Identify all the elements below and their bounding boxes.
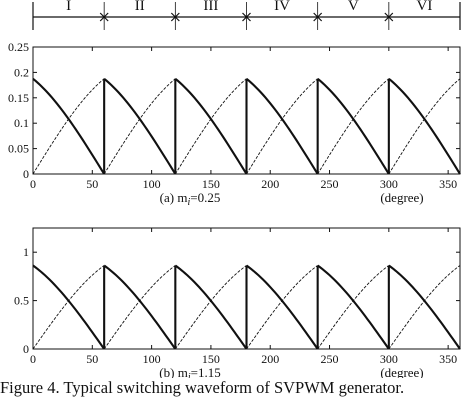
panel-label-subscript: i xyxy=(188,372,191,378)
x-tick-label: 250 xyxy=(321,177,339,191)
series-thin-dashed-segment xyxy=(317,265,390,350)
x-tick-label: 0 xyxy=(30,177,36,191)
sector-label-6: VI xyxy=(417,0,433,14)
series-thick-solid-segment xyxy=(174,264,248,350)
sector-label-1: I xyxy=(66,0,71,14)
x-tick-label: 300 xyxy=(380,177,398,191)
x-tick-label: 150 xyxy=(202,177,220,191)
y-tick-label: 0 xyxy=(23,342,29,356)
sector-label-2: II xyxy=(135,0,145,14)
series-thin-dashed-segment xyxy=(103,78,176,175)
x-tick-label: 350 xyxy=(439,177,457,191)
sector-bar: I II III IV V VI xyxy=(32,0,461,30)
series-thin-dashed-segment xyxy=(174,265,247,350)
x-unit-label: (degree) xyxy=(380,365,423,378)
panel-label: (a) mi=0.25 xyxy=(160,190,221,208)
series-thin-dashed-segment xyxy=(317,78,390,175)
series-thick-solid-segment xyxy=(317,264,390,350)
x-tick-label: 0 xyxy=(30,352,36,366)
series-thick-solid-segment xyxy=(388,77,461,175)
x-tick-label: 200 xyxy=(261,177,279,191)
series-thin-dashed xyxy=(32,265,461,350)
sector-label-4: IV xyxy=(274,0,290,14)
series-thick-solid-segment xyxy=(32,77,106,175)
series-thin-dashed-segment xyxy=(103,265,176,350)
series-thick-solid-segment xyxy=(103,264,177,350)
figure-caption: Figure 4. Typical switching waveform of … xyxy=(0,378,405,397)
y-tick-label: 0.25 xyxy=(8,40,29,54)
series-thin-dashed xyxy=(32,78,461,175)
sector-label-5: V xyxy=(348,0,359,14)
y-tick-label: 0.2 xyxy=(14,65,29,79)
panel-label: (b) mi=1.15 xyxy=(159,365,220,378)
series-thin-dashed-segment xyxy=(388,78,461,175)
panel-b: 0 50 100 150 200 250 300 350 0 0.5 1 (b) mi=1.15 (de… xyxy=(14,227,461,378)
y-tick-label: 0.05 xyxy=(8,142,29,156)
x-tick-label: 150 xyxy=(202,352,220,366)
series-thin-dashed-segment xyxy=(246,78,318,175)
series-thin-dashed-segment xyxy=(32,265,105,350)
sector-label-3: III xyxy=(203,0,218,14)
x-tick-label: 300 xyxy=(380,352,398,366)
panel-label-value: =0.25 xyxy=(190,190,220,205)
x-tick-label: 350 xyxy=(439,352,457,366)
series-thick-solid-segment xyxy=(316,77,390,175)
series-thick-solid-segment xyxy=(245,77,319,175)
series-thin-dashed-segment xyxy=(246,265,318,350)
series-thin-dashed-segment xyxy=(174,78,247,175)
x-tick-label: 50 xyxy=(86,352,98,366)
series-thick-solid-segment xyxy=(245,264,319,350)
series-thick-solid-segment xyxy=(174,77,248,175)
y-tick-label: 1 xyxy=(23,245,29,259)
panel-label-prefix: (a) m xyxy=(160,190,188,205)
y-tick-label: 0.15 xyxy=(8,91,29,105)
x-tick-label: 100 xyxy=(143,352,161,366)
x-unit-label: (degree) xyxy=(380,190,423,205)
x-tick-label: 200 xyxy=(261,352,279,366)
panel-label-subscript: i xyxy=(187,197,190,208)
panel-label-prefix: (b) m xyxy=(159,365,188,378)
series-thin-dashed-segment xyxy=(388,265,461,350)
x-tick-label: 100 xyxy=(143,177,161,191)
y-tick-label: 0 xyxy=(23,167,29,181)
series-thick-solid-segment xyxy=(388,264,461,350)
x-tick-label: 250 xyxy=(321,352,339,366)
x-tick-label: 50 xyxy=(86,177,98,191)
panel-a: 0 50 100 150 200 250 300 350 0 0.05 0.1 0.15 0.2 0.25… xyxy=(8,40,461,208)
series-thick-solid-segment xyxy=(103,77,177,175)
y-tick-label: 0.1 xyxy=(14,116,29,130)
series-thick-solid-segment xyxy=(32,264,106,350)
panel-label-value: =1.15 xyxy=(191,365,221,378)
y-tick-label: 0.5 xyxy=(14,294,29,308)
figure-canvas: I II III IV V VI 0 50 100 150 200 250 300 35000.050.… xyxy=(8,0,461,378)
series-thin-dashed-segment xyxy=(32,78,105,175)
